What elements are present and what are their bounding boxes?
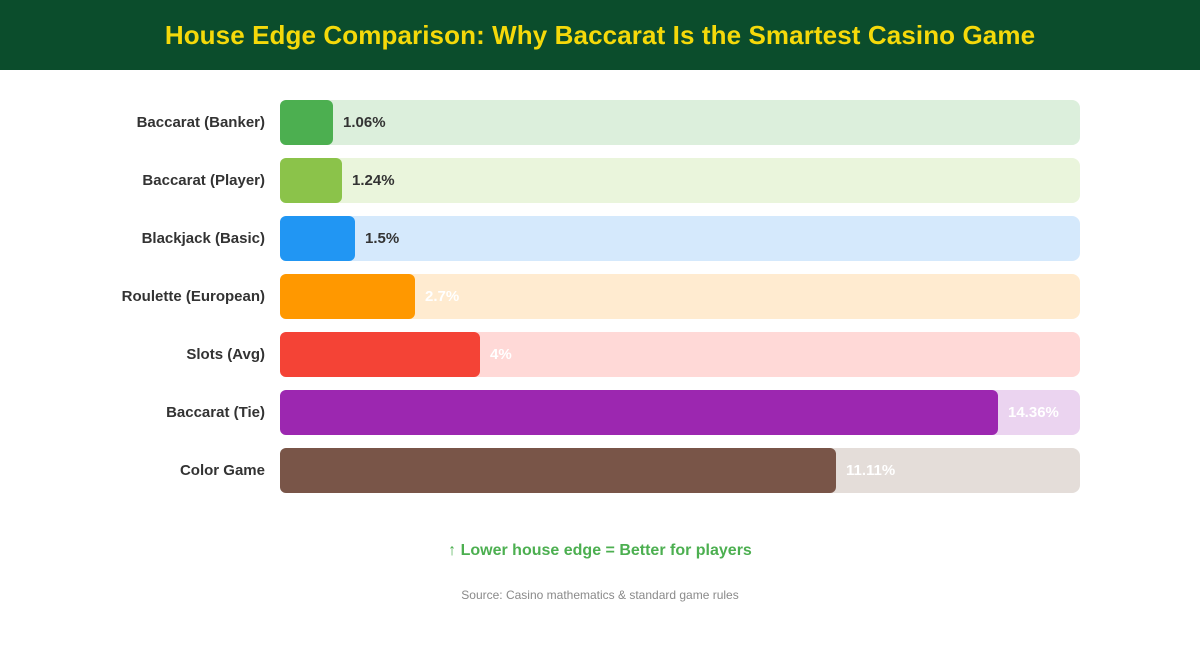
source-note: Source: Casino mathematics & standard ga… [461, 588, 739, 602]
value-label: 1.06% [343, 114, 386, 131]
bar-row: Baccarat (Player) 1.24% [0, 158, 1200, 203]
category-label: Color Game [179, 462, 265, 479]
bar [280, 100, 333, 145]
category-label: Baccarat (Player) [142, 172, 265, 189]
bar-row: Baccarat (Banker) 1.06% [0, 100, 1200, 145]
value-label: 11.11% [846, 462, 896, 479]
bar-row: Baccarat (Tie) 14.36% [0, 390, 1200, 435]
category-label: Blackjack (Basic) [141, 230, 265, 247]
value-label: 1.24% [352, 172, 395, 189]
bar [280, 448, 836, 493]
bar-row: Blackjack (Basic) 1.5% [0, 216, 1200, 261]
bar-track [280, 216, 1080, 261]
bar [280, 274, 415, 319]
bar-row: Slots (Avg) 4% [0, 332, 1200, 377]
bar [280, 216, 355, 261]
bar [280, 390, 998, 435]
bar-track [280, 100, 1080, 145]
value-label: 2.7% [425, 288, 460, 305]
bar-row: Roulette (European) 2.7% [0, 274, 1200, 319]
value-label: 4% [490, 346, 512, 363]
value-label: 1.5% [365, 230, 400, 247]
bar-track [280, 158, 1080, 203]
bar-chart: Baccarat (Banker) 1.06% Baccarat (Player) 1… [0, 100, 1200, 500]
value-label: 14.36% [1008, 404, 1059, 421]
category-label: Roulette (European) [121, 288, 265, 305]
bar [280, 332, 480, 377]
chart-header: House Edge Comparison: Why Baccarat Is t… [0, 0, 1200, 70]
category-label: Baccarat (Banker) [136, 114, 265, 131]
lower-edge-note: ↑ Lower house edge = Better for players [448, 542, 752, 559]
category-label: Baccarat (Tie) [166, 404, 265, 421]
bar [280, 158, 342, 203]
category-label: Slots (Avg) [186, 346, 265, 363]
chart-title: House Edge Comparison: Why Baccarat Is t… [164, 19, 1036, 50]
bar-row: Color Game 11.11% [0, 448, 1200, 493]
